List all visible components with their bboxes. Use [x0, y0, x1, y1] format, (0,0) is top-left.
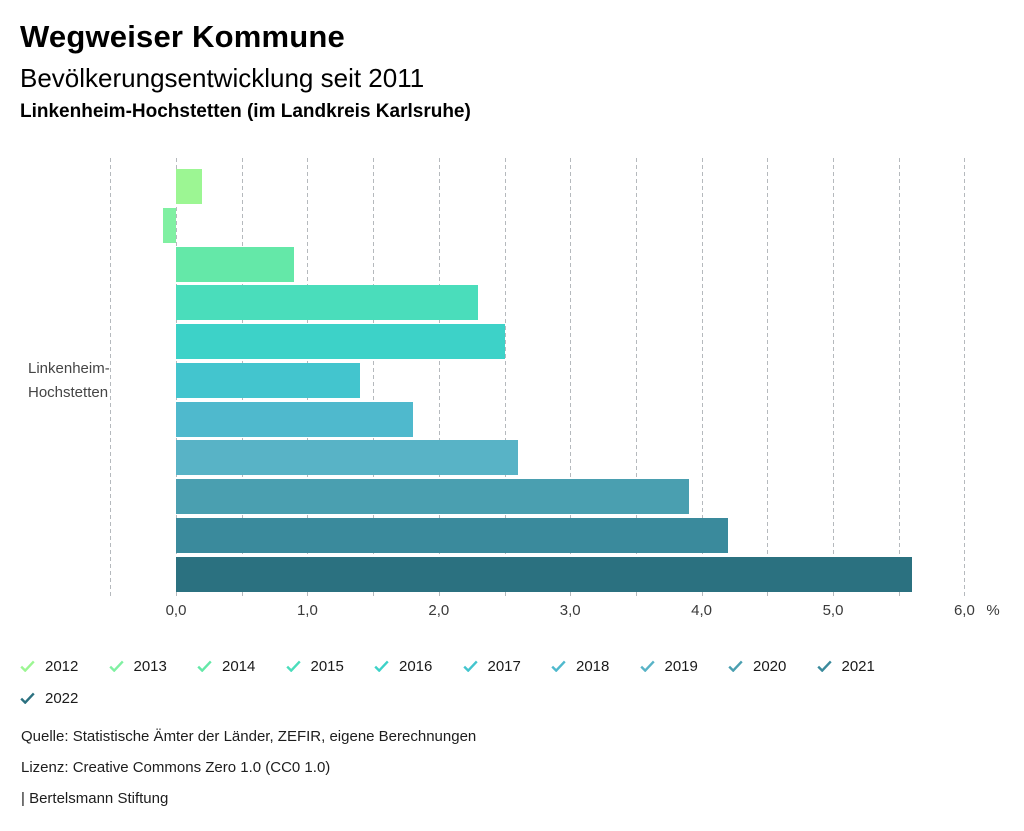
footer-license: Lizenz: Creative Commons Zero 1.0 (CC0 1… [21, 759, 331, 776]
gridline [438, 158, 440, 598]
y-axis-label-line: Linkenheim- [28, 360, 110, 377]
bar-2017[interactable] [176, 362, 360, 398]
population-bar-chart [0, 158, 1024, 598]
legend-item-2022[interactable]: 2022 [20, 689, 78, 707]
legend-label: 2016 [399, 657, 433, 675]
x-tick-label: 6,0 [953, 602, 975, 619]
check-icon [816, 660, 832, 672]
gridline [110, 158, 112, 598]
check-icon [20, 660, 35, 672]
x-axis: 0,0 1,0 2,0 3,0 4,0 5,0 6,0% [0, 602, 1024, 622]
gridline [964, 158, 966, 598]
check-icon [197, 660, 212, 672]
check-icon [551, 660, 566, 672]
legend-label: 2013 [133, 657, 167, 675]
gridline [701, 158, 703, 598]
check-icon [639, 660, 655, 672]
footer-source: Quelle: Statistische Ämter der Länder, Z… [21, 728, 477, 745]
bar-2013[interactable] [162, 207, 176, 243]
gridline [635, 158, 637, 598]
legend-item-2016[interactable]: 2016 [374, 657, 432, 675]
x-tick-label: 3,0 [559, 602, 581, 619]
x-tick-label: 1,0 [296, 602, 318, 619]
legend-label: 2020 [753, 657, 787, 675]
legend-item-2017[interactable]: 2017 [462, 657, 521, 675]
check-icon [462, 660, 478, 672]
check-icon [108, 660, 124, 672]
bar-2012[interactable] [176, 169, 203, 204]
gridline [833, 158, 834, 598]
x-tick-label: 0,0 [165, 602, 187, 619]
legend-item-2015[interactable]: 2015 [285, 657, 344, 675]
y-axis-label-line: Hochstetten [28, 384, 109, 401]
bar-2021[interactable] [176, 517, 728, 553]
legend-label: 2019 [664, 657, 698, 675]
bar-2014[interactable] [176, 246, 295, 282]
bar-2020[interactable] [176, 479, 689, 514]
check-icon [728, 660, 743, 672]
legend-label: 2022 [45, 689, 79, 707]
legend-label: 2021 [841, 657, 875, 675]
x-tick-label: 2,0 [428, 602, 450, 619]
legend-item-2014[interactable]: 2014 [197, 657, 255, 675]
legend-item-2019[interactable]: 2019 [639, 657, 698, 675]
x-tick-label: 5,0 [822, 602, 844, 619]
gridline [570, 158, 572, 598]
legend-item-2013[interactable]: 2013 [108, 657, 167, 675]
bar-2016[interactable] [176, 324, 505, 359]
legend-item-2021[interactable]: 2021 [816, 657, 875, 675]
legend-label: 2012 [45, 657, 79, 675]
legend-label: 2015 [310, 657, 344, 675]
legend-item-2020[interactable]: 2020 [728, 657, 786, 675]
x-tick-label: 4,0 [691, 602, 713, 619]
gridline [767, 158, 769, 598]
gridline [504, 158, 506, 598]
legend-label: 2017 [487, 657, 521, 675]
legend-item-2012[interactable]: 2012 [20, 657, 78, 675]
gridline [898, 158, 900, 598]
chart-title: Bevölkerungsentwicklung seit 2011 [20, 63, 425, 93]
bar-2022[interactable] [176, 556, 912, 592]
check-icon [20, 692, 35, 704]
gridline [373, 158, 375, 598]
check-icon [374, 660, 389, 672]
y-axis-category-label: Linkenheim- Hochstetten [28, 357, 120, 405]
bar-2019[interactable] [176, 440, 518, 476]
legend-label: 2014 [222, 657, 256, 675]
app-title: Wegweiser Kommune [20, 19, 345, 54]
legend-item-2018[interactable]: 2018 [551, 657, 609, 675]
bar-2018[interactable] [176, 401, 413, 437]
check-icon [285, 660, 301, 672]
bar-2015[interactable] [176, 285, 479, 321]
x-axis-unit-label: % [986, 602, 1000, 619]
legend-label: 2018 [576, 657, 610, 675]
footer-attribution: | Bertelsmann Stiftung [21, 790, 169, 807]
chart-region-subtitle: Linkenheim-Hochstetten (im Landkreis Kar… [20, 101, 471, 122]
